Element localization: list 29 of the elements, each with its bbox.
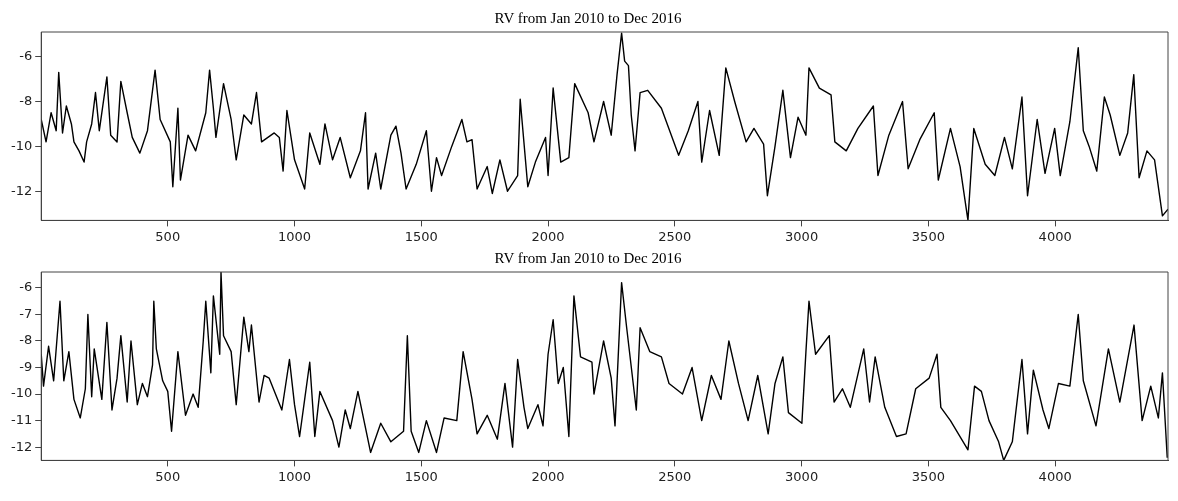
- x-tick-label: 3000: [785, 228, 819, 244]
- x-tick-label: 1000: [277, 468, 312, 484]
- y-tick-label: -12: [11, 438, 33, 454]
- y-tick-label: -6: [19, 48, 33, 64]
- y-tick-label: -10: [11, 137, 33, 153]
- x-tick-label: 1500: [404, 468, 438, 484]
- y-tick-label: -8: [19, 92, 33, 108]
- y-tick-label: -9: [19, 358, 33, 374]
- x-tick-label: 3500: [911, 228, 945, 244]
- x-tick-label: 1000: [277, 228, 312, 244]
- x-tick-label: 500: [155, 228, 181, 244]
- chart-title: RV from Jan 2010 to Dec 2016: [494, 9, 682, 26]
- x-tick-label: 2000: [531, 468, 565, 484]
- y-tick-label: -6: [19, 279, 33, 295]
- x-tick-label: 3500: [911, 468, 945, 484]
- x-tick-label: 2500: [658, 228, 692, 244]
- x-tick-label: 500: [155, 468, 181, 484]
- chart-title: RV from Jan 2010 to Dec 2016: [494, 249, 682, 266]
- x-tick-label: 3000: [785, 468, 819, 484]
- y-tick-label: -11: [11, 411, 33, 427]
- x-tick-label: 2500: [658, 468, 692, 484]
- y-tick-label: -7: [19, 305, 33, 321]
- y-tick-label: -12: [11, 182, 33, 198]
- y-tick-label: -10: [11, 385, 33, 401]
- y-tick-label: -8: [19, 332, 33, 348]
- x-tick-label: 2000: [531, 228, 565, 244]
- x-tick-label: 1500: [404, 228, 438, 244]
- x-tick-label: 4000: [1038, 228, 1072, 244]
- x-tick-label: 4000: [1038, 468, 1072, 484]
